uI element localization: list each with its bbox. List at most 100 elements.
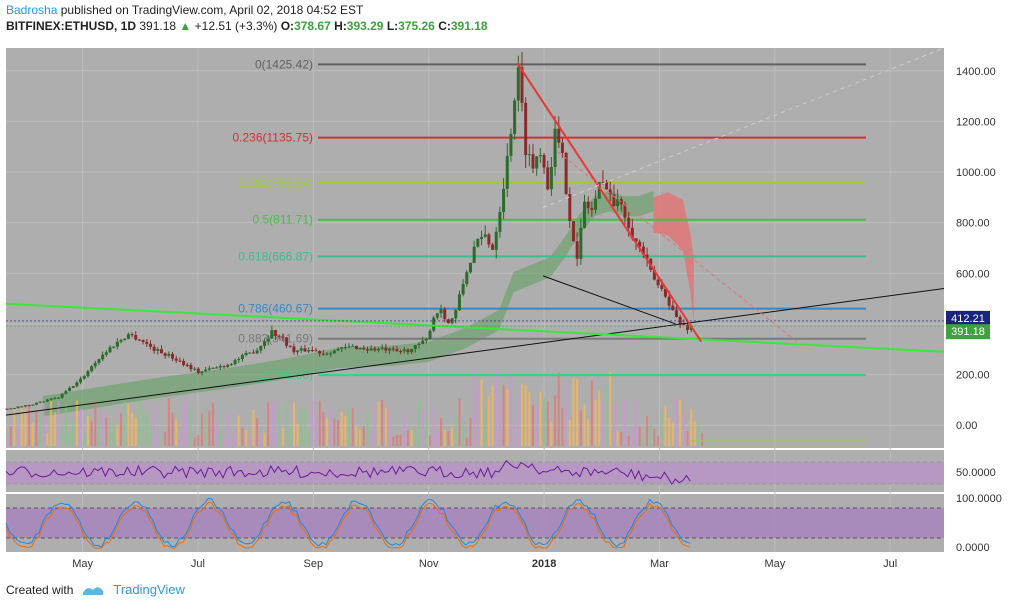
- candle-body: [126, 334, 130, 339]
- author-name[interactable]: Badrosha: [6, 3, 58, 17]
- candle-body: [325, 353, 329, 355]
- volume-bar: [226, 412, 229, 446]
- oscillator-axis-label: 50.0000: [956, 467, 996, 479]
- candle-body: [82, 376, 86, 379]
- candle-body: [347, 346, 351, 348]
- volume-bar: [451, 427, 454, 446]
- candle-body: [288, 345, 292, 347]
- volume-bar: [127, 403, 130, 446]
- price-axis-bg[interactable]: [944, 48, 1004, 552]
- volume-bar: [642, 436, 645, 446]
- candle-body: [112, 346, 116, 348]
- candle-body: [638, 241, 642, 247]
- volume-bar: [469, 417, 472, 446]
- tradingview-link[interactable]: TradingView: [113, 582, 185, 597]
- candle-body: [358, 347, 362, 350]
- candle-body: [329, 353, 333, 355]
- candle-body: [185, 364, 189, 366]
- volume-bar: [557, 372, 560, 446]
- volume-bar: [587, 419, 590, 446]
- candle-body: [86, 371, 90, 377]
- volume-bar: [425, 422, 428, 446]
- candle-body: [454, 310, 458, 319]
- volume-bar: [193, 437, 196, 446]
- oscillator-axis-label: 0.0000: [956, 542, 990, 554]
- volume-bar: [653, 428, 656, 446]
- candle-body: [446, 319, 450, 324]
- volume-bar: [362, 426, 365, 446]
- volume-bar: [601, 401, 604, 446]
- volume-bar: [399, 434, 402, 446]
- candle-body: [222, 366, 226, 368]
- price-axis-label: 600.00: [956, 268, 990, 280]
- candlesticks: [5, 51, 693, 410]
- volume-bar: [539, 391, 542, 446]
- publish-text: published on TradingView.com, April 02, …: [60, 3, 364, 17]
- candle-body: [64, 391, 68, 394]
- volume-bar: [381, 399, 384, 446]
- low-value: 375.26: [398, 19, 435, 33]
- candle-body: [424, 339, 428, 341]
- price-chart[interactable]: 0(1425.42) 0.236(1135.75) 0.382(956.54) 0.5…: [0, 40, 1011, 580]
- volume-bar: [340, 411, 343, 446]
- candle-body: [27, 405, 31, 407]
- volume-bar: [289, 428, 292, 446]
- trendline: [5, 302, 945, 353]
- trendline-dashed: [557, 151, 798, 343]
- candle-body: [656, 279, 660, 286]
- volume-bar: [263, 432, 266, 446]
- candle-body: [90, 366, 94, 372]
- candle-body: [134, 335, 138, 340]
- rsi-band: [6, 462, 944, 484]
- candle-body: [31, 404, 35, 406]
- candle-body: [167, 353, 171, 356]
- time-axis-bg[interactable]: [6, 552, 1004, 572]
- volume-bars: [6, 368, 866, 446]
- volume-bar: [583, 404, 586, 446]
- candle-body: [417, 344, 421, 346]
- volume-bar: [278, 407, 281, 446]
- volume-bar: [403, 413, 406, 446]
- candle-body: [494, 231, 498, 250]
- candle-body: [274, 330, 278, 336]
- cloud-red: [653, 192, 694, 324]
- volume-bar: [517, 397, 520, 446]
- volume-bar: [274, 398, 277, 446]
- time-axis-label: Nov: [419, 558, 439, 570]
- candle-body: [200, 371, 204, 373]
- candle-body: [318, 350, 322, 354]
- volume-bar: [359, 429, 362, 446]
- volume-bar: [344, 415, 347, 446]
- volume-bar: [17, 424, 20, 446]
- candle-body: [68, 387, 72, 392]
- volume-bar: [509, 370, 512, 446]
- price-tag-label: 391.18: [951, 326, 985, 338]
- candle-body: [307, 349, 311, 352]
- candle-body: [12, 407, 16, 409]
- candle-body: [605, 182, 609, 190]
- volume-bar: [252, 409, 255, 446]
- candle-body: [115, 341, 119, 347]
- volume-bar: [6, 437, 8, 446]
- volume-bar: [495, 368, 498, 446]
- fib-level-label: 0.382(956.54): [238, 176, 313, 190]
- candle-body: [163, 353, 167, 356]
- time-axis-label: May: [764, 558, 785, 570]
- volume-bar: [50, 401, 53, 446]
- candle-body: [594, 198, 598, 210]
- volume-bar: [270, 402, 273, 446]
- volume-bar: [142, 409, 145, 446]
- candle-body: [388, 348, 392, 351]
- candle-body: [204, 369, 208, 372]
- volume-bar: [145, 414, 148, 446]
- candle-body: [391, 348, 395, 350]
- volume-bar: [590, 380, 593, 446]
- volume-bar: [520, 384, 523, 446]
- volume-bar: [572, 377, 575, 446]
- time-axis-label: May: [72, 558, 93, 570]
- volume-bar: [664, 405, 667, 446]
- candle-body: [145, 341, 149, 344]
- candle-body: [686, 324, 690, 330]
- candle-body: [332, 350, 336, 354]
